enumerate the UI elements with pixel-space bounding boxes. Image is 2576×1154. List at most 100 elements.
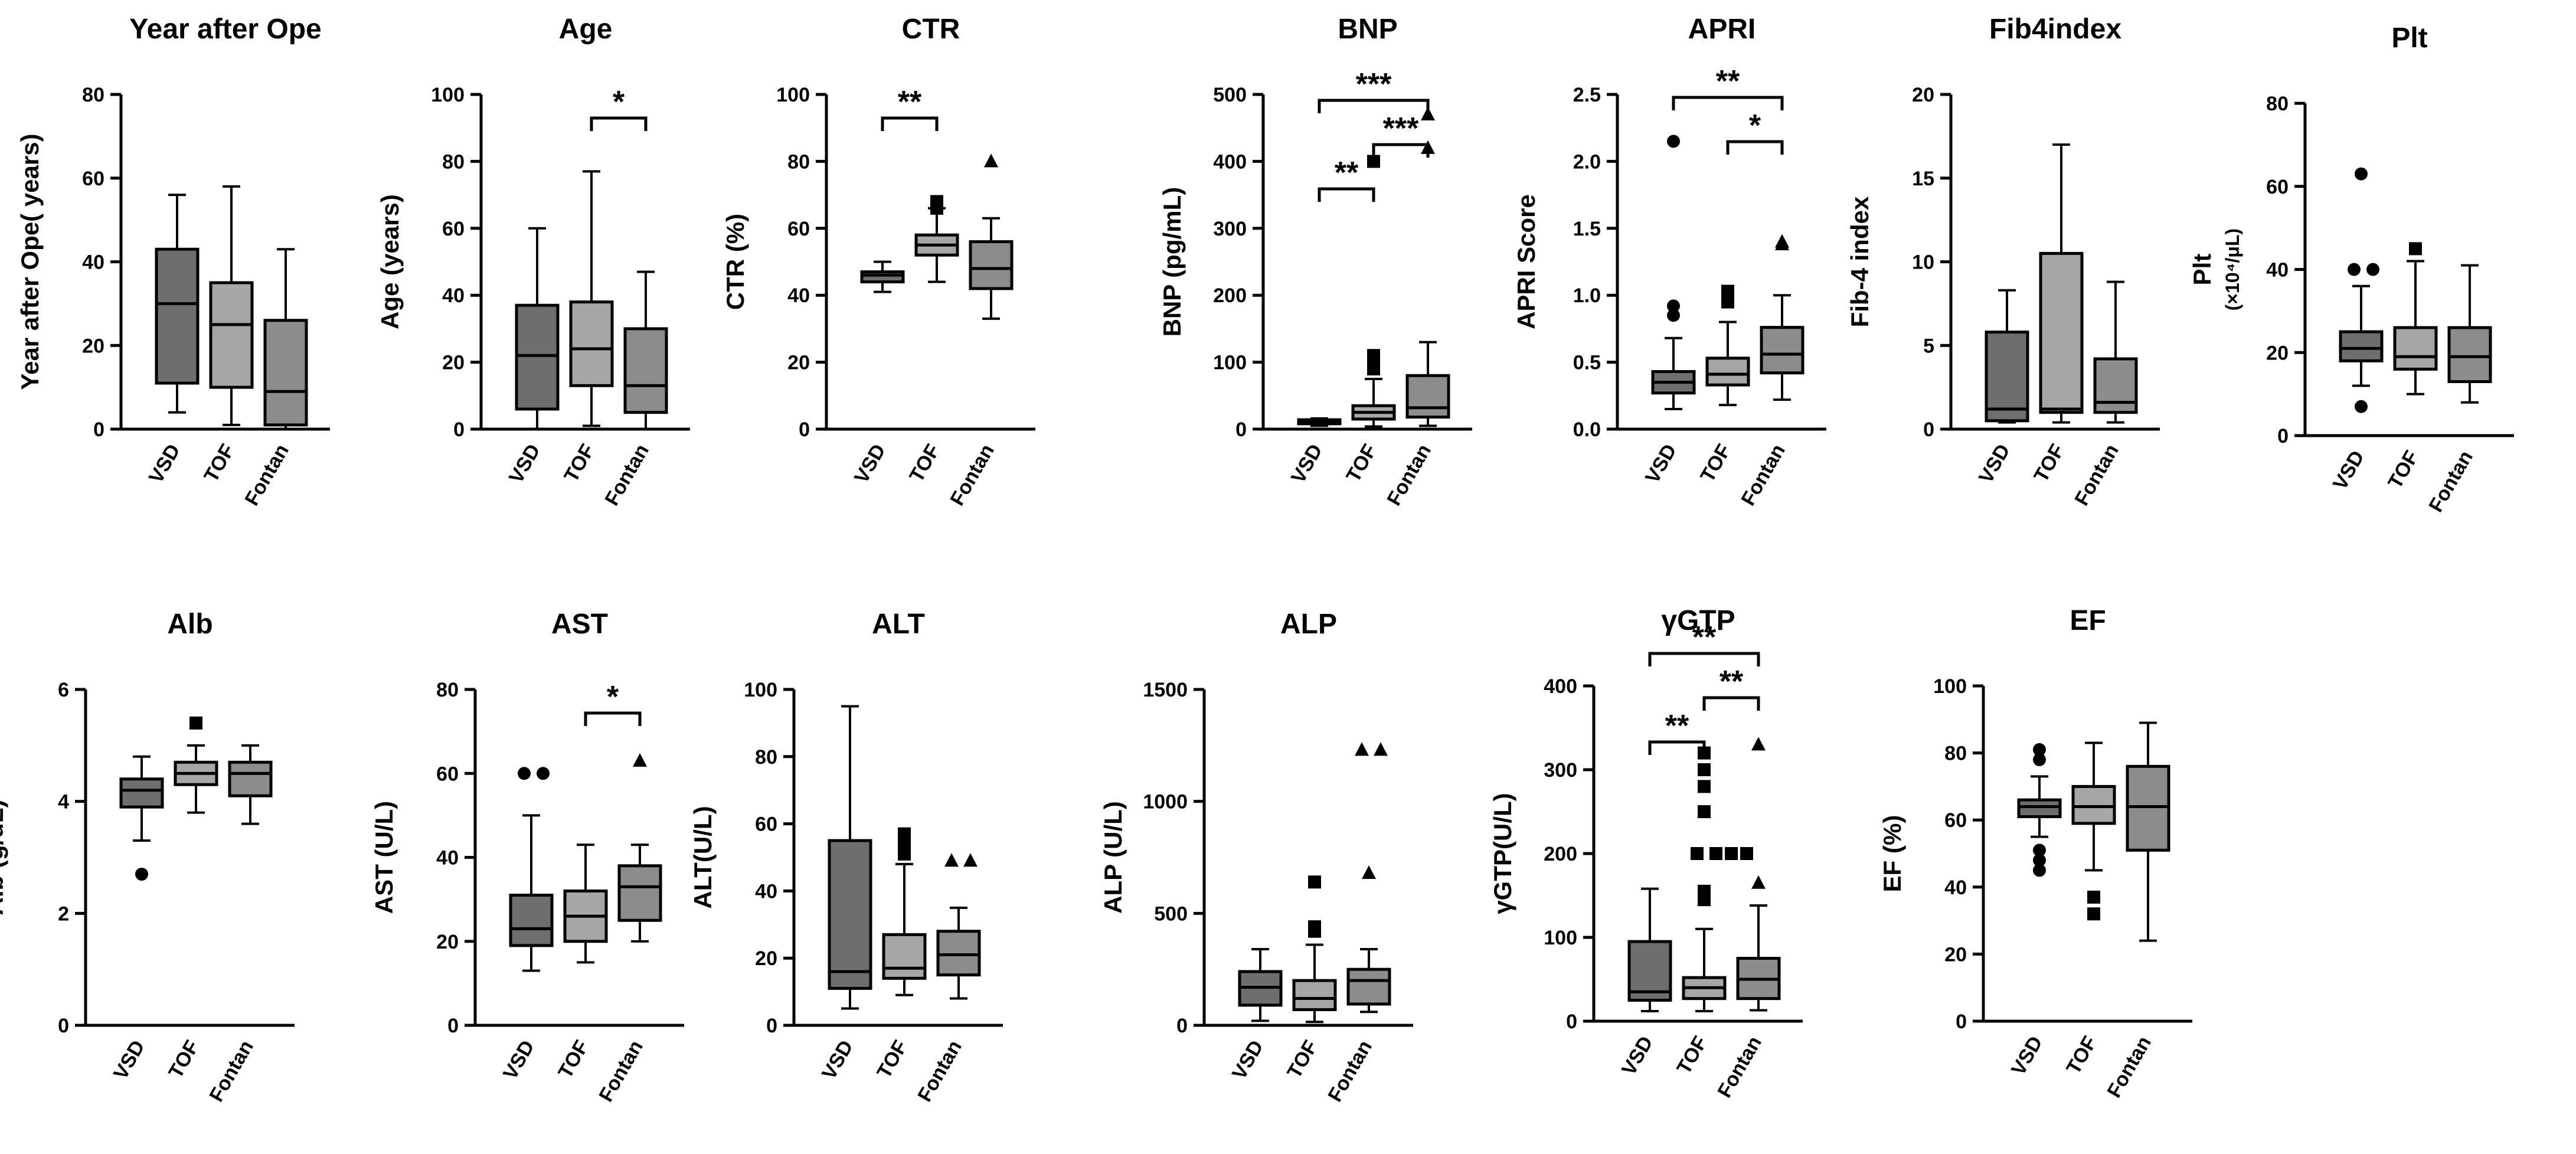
y-tick-label: 0.5: [1573, 352, 1601, 374]
y-tick-label: 300: [1544, 759, 1577, 782]
y-axis-label: APRI Score: [1512, 194, 1540, 329]
outlier-point: [2366, 263, 2379, 276]
box-tof: TOF: [164, 716, 218, 1082]
bracket-line: [1648, 740, 1706, 755]
y-tick-label: 0: [58, 1015, 69, 1037]
box-vsd: VSD: [505, 227, 560, 488]
y-tick-label: 40: [2266, 259, 2289, 282]
panel-year: Year after Ope 0 20 40 60 80 Year after Ope( y…: [16, 14, 330, 509]
significance-bracket: **: [1702, 665, 1760, 711]
y-tick-label: 20: [442, 352, 465, 374]
y-tick-label: 200: [1544, 843, 1577, 865]
box-vsd: VSD: [1228, 948, 1283, 1084]
box-vsd: VSD: [1617, 887, 1672, 1080]
category-label: Fontan: [1323, 1037, 1377, 1106]
category-label: VSD: [1287, 440, 1327, 488]
panel-title: Year after Ope: [129, 14, 322, 45]
y-tick-label: 60: [442, 218, 465, 240]
category-label: VSD: [109, 1037, 149, 1084]
box-tof: TOF: [2029, 143, 2084, 486]
category-label: Fontan: [2070, 440, 2123, 509]
iqr-box: [623, 327, 668, 414]
y-tick-label: 0: [1923, 419, 1934, 441]
outlier-point: [1751, 737, 1766, 751]
bracket-line: [584, 711, 642, 726]
y-tick-label: 10: [1912, 251, 1934, 274]
panel-title: Age: [559, 14, 613, 45]
outlier-point: [1709, 847, 1722, 860]
panel-plt: Plt 0 20 40 60 80 Plt (×10⁴/μL) VSD TOF Fontan: [2188, 22, 2514, 516]
iqr-box: [617, 864, 662, 922]
y-tick-label: 20: [755, 947, 777, 970]
iqr-box: [2017, 798, 2062, 819]
significance-label: ***: [1383, 112, 1419, 146]
y-axis-label: EF (%): [1878, 815, 1906, 893]
y-tick-label: 400: [1213, 151, 1247, 173]
outlier-point: [2087, 907, 2100, 921]
category-label: VSD: [1975, 440, 2015, 488]
y-axis-label: BNP (pg/mL): [1158, 187, 1186, 337]
outlier-point: [2033, 854, 2046, 867]
y-tick-label: 60: [436, 763, 459, 785]
iqr-box: [1705, 357, 1750, 387]
outlier-point: [2033, 753, 2046, 766]
y-tick-label: 60: [787, 218, 810, 240]
iqr-box: [2447, 326, 2492, 384]
significance-bracket: **: [1648, 620, 1760, 666]
significance-bracket: *: [590, 85, 648, 131]
y-tick-label: 200: [1213, 285, 1247, 307]
category-label: TOF: [2029, 440, 2069, 486]
box-vsd: VSD: [145, 194, 200, 488]
y-axis-label: Fib-4 index: [1846, 196, 1874, 327]
significance-label: **: [898, 85, 922, 119]
panel-title: ALP: [1280, 609, 1337, 640]
box-vsd: VSD: [109, 755, 164, 1084]
y-tick-label: 1500: [1143, 679, 1188, 701]
iqr-box: [1346, 967, 1391, 1006]
y-tick-label: 0: [799, 419, 810, 441]
box-fontan: Fontan: [1713, 737, 1781, 1101]
significance-bracket: ***: [1318, 67, 1430, 113]
iqr-box: [569, 300, 614, 387]
iqr-box: [2339, 330, 2384, 362]
y-tick-label: 80: [2266, 93, 2289, 115]
outlier-point: [1362, 865, 1376, 880]
outlier-point: [2355, 167, 2368, 181]
y-axis-unit: (×10⁴/μL): [2222, 228, 2243, 310]
outlier-point: [1355, 742, 1369, 756]
y-tick-label: 0: [93, 419, 104, 441]
bracket-line: [1672, 96, 1784, 110]
box-vsd: VSD: [1641, 135, 1696, 488]
category-label: TOF: [2384, 447, 2423, 492]
category-label: TOF: [1342, 440, 1381, 486]
category-label: Fontan: [240, 440, 293, 509]
iqr-box: [969, 240, 1014, 290]
box-fontan: Fontan: [1323, 742, 1391, 1106]
y-tick-label: 5: [1923, 335, 1934, 357]
panel-age: Age 0 20 40 60 80 100 Age (years) VSD TOF Fontan *: [376, 14, 690, 509]
outlier-point: [189, 716, 202, 730]
y-tick-label: 100: [431, 84, 465, 106]
bracket-line: [1318, 187, 1375, 202]
y-axis-label: ALT(U/L): [689, 806, 717, 908]
category-label: VSD: [2007, 1032, 2047, 1080]
box-fontan: Fontan: [2103, 721, 2170, 1101]
y-tick-label: 2: [58, 903, 69, 925]
box-vsd: VSD: [2007, 743, 2062, 1080]
y-tick-label: 20: [2266, 342, 2289, 364]
box-tof: TOF: [1342, 155, 1396, 486]
panel-ctr: CTR 0 20 40 60 80 100 CTR (%) VSD TOF Fontan **: [721, 14, 1035, 509]
panel-bnp: BNP 0 100 200 300 400 500 BNP (pg/mL) VSD TOF Font…: [1158, 14, 1472, 509]
outlier-point: [2033, 844, 2046, 857]
outlier-point: [1721, 285, 1734, 298]
outlier-point: [135, 867, 148, 881]
panel-fib4: Fib4index 0 5 10 15 20 Fib-4 index VSD TOF Fontan: [1846, 14, 2160, 509]
box-fontan: Fontan: [205, 744, 273, 1106]
box-vsd: VSD: [850, 260, 905, 488]
y-tick-label: 80: [755, 746, 777, 769]
outlier-point: [1367, 155, 1380, 168]
category-label: VSD: [818, 1037, 858, 1084]
y-tick-label: 500: [1154, 903, 1188, 925]
outlier-point: [1698, 763, 1711, 776]
y-tick-label: 60: [2266, 176, 2289, 198]
